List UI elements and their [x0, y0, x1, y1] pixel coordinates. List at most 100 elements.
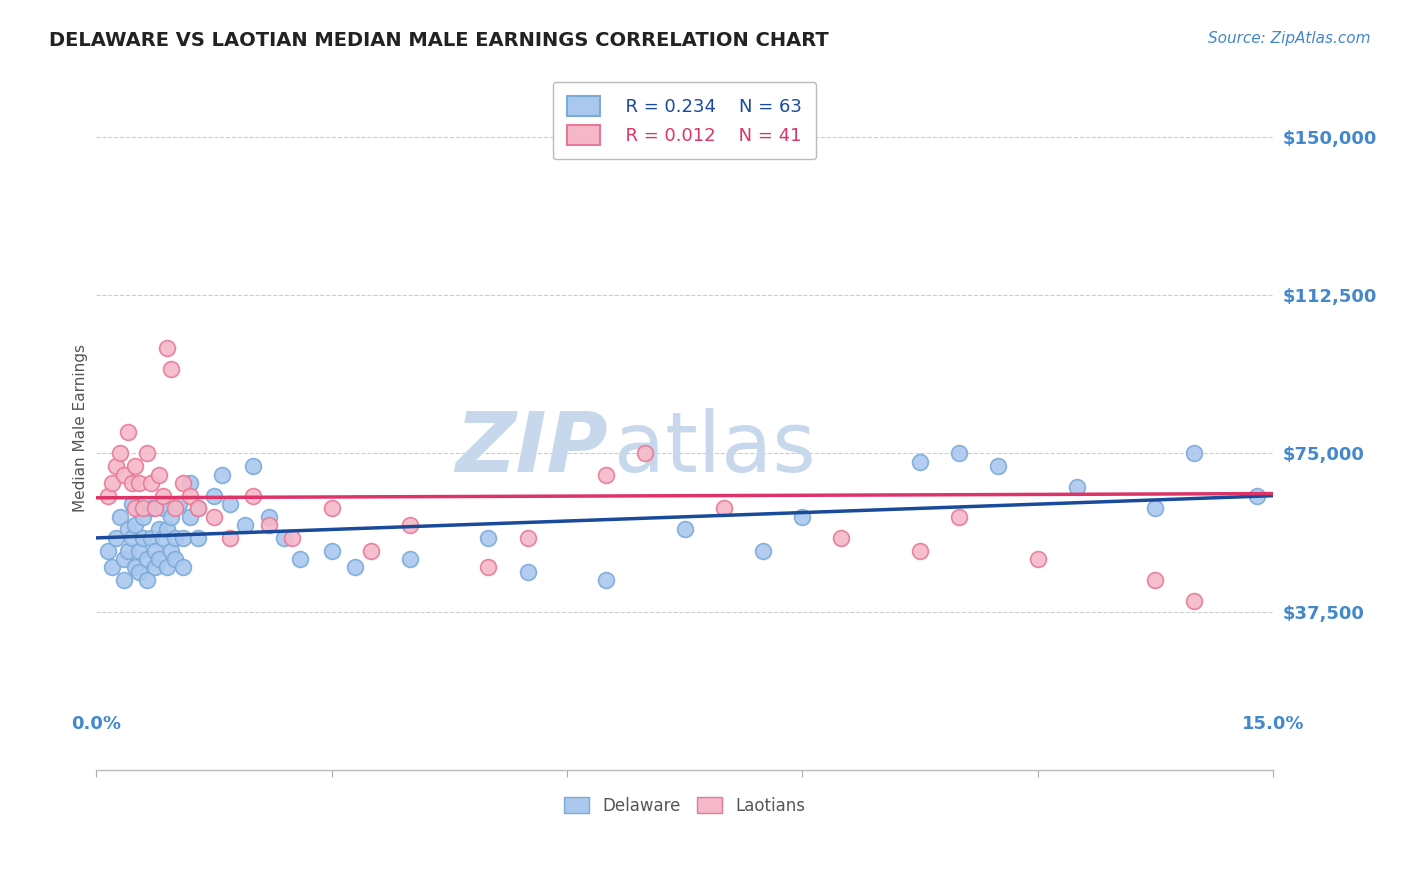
Point: [112, 467, 135, 482]
Point: [163, 552, 186, 566]
Point: [128, 565, 150, 579]
Point: [1066, 480, 1088, 494]
Point: [830, 531, 852, 545]
Point: [257, 518, 280, 533]
Point: [179, 476, 201, 491]
Point: [273, 531, 295, 545]
Point: [104, 459, 127, 474]
Point: [159, 362, 181, 376]
Point: [132, 501, 155, 516]
Text: 15.0%: 15.0%: [1241, 715, 1305, 733]
Point: [211, 467, 233, 482]
Point: [156, 523, 179, 537]
Point: [1184, 446, 1206, 460]
Point: [257, 509, 280, 524]
Point: [124, 560, 146, 574]
Point: [1184, 594, 1206, 608]
Point: [1144, 573, 1167, 587]
Text: DELAWARE VS LAOTIAN MEDIAN MALE EARNINGS CORRELATION CHART: DELAWARE VS LAOTIAN MEDIAN MALE EARNINGS…: [49, 31, 830, 50]
Point: [97, 489, 120, 503]
Point: [143, 501, 166, 516]
Point: [948, 509, 970, 524]
Point: [163, 531, 186, 545]
Point: [117, 523, 139, 537]
Point: [121, 476, 143, 491]
Point: [908, 543, 931, 558]
Point: [104, 531, 127, 545]
Point: [1026, 552, 1049, 566]
Point: [148, 523, 170, 537]
Point: [242, 459, 264, 474]
Point: [143, 543, 166, 558]
Point: [108, 509, 131, 524]
Point: [218, 531, 240, 545]
Point: [143, 560, 166, 574]
Point: [136, 446, 159, 460]
Point: [908, 455, 931, 469]
Point: [187, 501, 209, 516]
Point: [141, 476, 163, 491]
Point: [713, 501, 735, 516]
Point: [595, 573, 617, 587]
Point: [233, 518, 256, 533]
Point: [159, 543, 181, 558]
Point: [202, 509, 225, 524]
Point: [124, 518, 146, 533]
Point: [97, 543, 120, 558]
Point: [321, 501, 343, 516]
Point: [172, 476, 194, 491]
Text: Source: ZipAtlas.com: Source: ZipAtlas.com: [1208, 31, 1371, 46]
Legend: Delaware, Laotians: Delaware, Laotians: [555, 789, 814, 823]
Point: [634, 446, 657, 460]
Point: [179, 509, 201, 524]
Point: [101, 560, 124, 574]
Point: [132, 531, 155, 545]
Point: [132, 509, 155, 524]
Point: [124, 501, 146, 516]
Point: [172, 560, 194, 574]
Point: [101, 476, 124, 491]
Point: [516, 531, 538, 545]
Point: [1144, 501, 1167, 516]
Point: [202, 489, 225, 503]
Point: [141, 501, 163, 516]
Point: [128, 476, 150, 491]
Point: [121, 531, 143, 545]
Point: [163, 501, 186, 516]
Point: [141, 531, 163, 545]
Point: [167, 497, 190, 511]
Point: [321, 543, 343, 558]
Point: [344, 560, 367, 574]
Point: [179, 489, 201, 503]
Point: [117, 425, 139, 440]
Point: [673, 523, 696, 537]
Point: [117, 543, 139, 558]
Point: [108, 446, 131, 460]
Point: [1246, 489, 1268, 503]
Point: [187, 501, 209, 516]
Point: [242, 489, 264, 503]
Point: [281, 531, 304, 545]
Point: [112, 552, 135, 566]
Point: [136, 573, 159, 587]
Point: [112, 573, 135, 587]
Point: [172, 531, 194, 545]
Point: [156, 341, 179, 355]
Point: [148, 467, 170, 482]
Point: [752, 543, 775, 558]
Point: [218, 497, 240, 511]
Point: [792, 509, 814, 524]
Point: [148, 552, 170, 566]
Text: 0.0%: 0.0%: [72, 715, 121, 733]
Point: [399, 518, 422, 533]
Point: [477, 531, 499, 545]
Point: [159, 509, 181, 524]
Point: [477, 560, 499, 574]
Point: [187, 531, 209, 545]
Point: [136, 552, 159, 566]
Point: [121, 497, 143, 511]
Text: atlas: atlas: [614, 409, 815, 489]
Point: [156, 560, 179, 574]
Text: ZIP: ZIP: [456, 409, 607, 489]
Point: [124, 459, 146, 474]
